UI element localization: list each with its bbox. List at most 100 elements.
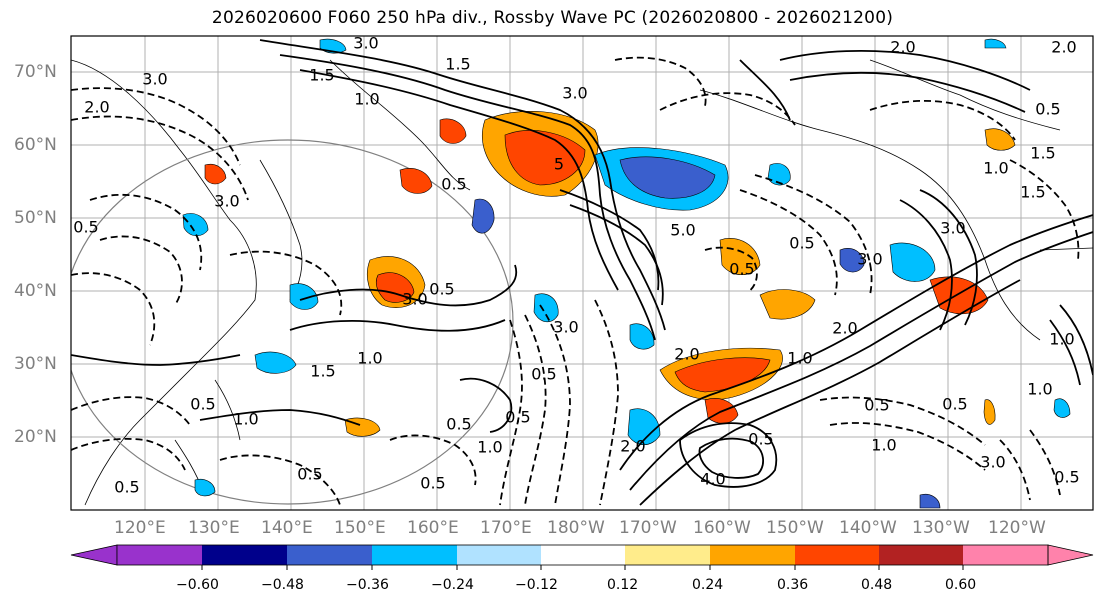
contour-label: 1.0 — [477, 438, 502, 457]
contour-label: 0.5 — [789, 234, 814, 253]
colorbar-segment — [710, 545, 795, 565]
contour-label: 1.5 — [445, 55, 470, 74]
contour-label: 0.5 — [1054, 468, 1079, 487]
contour-label: 1.0 — [1049, 330, 1074, 349]
colorbar-tick-label: −0.24 — [431, 577, 474, 593]
divergence-shading — [182, 38, 1071, 509]
colorbar-tick-label: −0.12 — [515, 577, 558, 593]
colorbar-segment — [457, 545, 541, 565]
lat-label-60n: 60°N — [14, 135, 57, 155]
contour-label: 0.5 — [441, 175, 466, 194]
contour-label: 1.0 — [233, 410, 258, 429]
lat-label-40n: 40°N — [14, 281, 57, 301]
contour-label: 3.0 — [940, 219, 965, 238]
contour-label: 1.5 — [1030, 144, 1055, 163]
lon-label: 130°W — [912, 518, 970, 538]
lon-label: 130°E — [188, 518, 240, 538]
colorbar-max-arrow — [1047, 544, 1094, 566]
contour-label: 3.0 — [142, 70, 167, 89]
lat-label-70n: 70°N — [14, 62, 57, 82]
lon-label: 180°W — [547, 518, 605, 538]
contour-label: 1.0 — [871, 436, 896, 455]
reference-circle — [71, 139, 514, 505]
contour-label: 2.0 — [84, 98, 109, 117]
colorbar-segment — [963, 545, 1048, 565]
lon-label: 140°W — [839, 518, 897, 538]
colorbar-tick-label: −0.36 — [346, 577, 389, 593]
lon-label: 160°W — [693, 518, 751, 538]
colorbar-min-arrow — [70, 544, 118, 566]
lon-label: 120°W — [988, 518, 1046, 538]
contour-label: 3.0 — [353, 34, 378, 53]
contour-label: 2.0 — [674, 345, 699, 364]
map-plot-area — [71, 36, 1093, 510]
colorbar — [70, 544, 1094, 570]
contour-label: 3.0 — [402, 290, 427, 309]
contour-label: 2.0 — [832, 319, 857, 338]
lon-label: 170°W — [619, 518, 677, 538]
colorbar-segment — [625, 545, 710, 565]
contour-label: 0.5 — [420, 474, 445, 493]
contour-label: 1.5 — [309, 66, 334, 85]
lon-label: 150°W — [766, 518, 824, 538]
contour-label: 5 — [554, 155, 564, 174]
contour-label: 1.0 — [354, 90, 379, 109]
lon-label: 140°E — [261, 518, 313, 538]
colorbar-tick-label: 0.36 — [777, 577, 809, 593]
lat-label-30n: 30°N — [14, 354, 57, 374]
colorbar-segment — [795, 545, 879, 565]
dashed-contours — [71, 56, 1080, 506]
contour-label: 0.5 — [114, 478, 139, 497]
contour-label: 2.0 — [890, 38, 915, 57]
contour-label: 3.0 — [562, 84, 587, 103]
contour-label: 5.0 — [670, 221, 695, 240]
contour-label: 0.5 — [190, 395, 215, 414]
colorbar-tick-label: 0.48 — [861, 577, 893, 593]
colorbar-tick-label: 0.24 — [692, 577, 724, 593]
contour-label: 1.5 — [1020, 183, 1045, 202]
contour-label: 0.5 — [531, 365, 556, 384]
colorbar-segment — [541, 545, 625, 565]
colorbar-segment — [117, 545, 202, 565]
contour-label: 0.5 — [429, 280, 454, 299]
lat-label-50n: 50°N — [14, 208, 57, 228]
solid-contours — [71, 39, 1093, 506]
contour-label: 1.5 — [310, 362, 335, 381]
colorbar-segment — [879, 545, 963, 565]
lat-label-20n: 20°N — [14, 427, 57, 447]
contour-label: 0.5 — [748, 430, 773, 449]
contour-label: 0.5 — [1035, 100, 1060, 119]
colorbar-tick-label: 0.60 — [945, 577, 977, 593]
contour-label: 2.0 — [1051, 38, 1076, 57]
contour-label: 3.0 — [553, 318, 578, 337]
colorbar-tick-label: 0.12 — [607, 577, 639, 593]
contour-label: 3.0 — [214, 192, 239, 211]
contour-label: 3.0 — [980, 453, 1005, 472]
contour-labels: 3.0 2.0 3.0 2.0 1.5 1.0 3.0 3.0 2.0 1.5 … — [73, 34, 1079, 497]
colorbar-segment — [287, 545, 372, 565]
colorbar-tick-label: −0.48 — [261, 577, 304, 593]
contour-label: 4.0 — [700, 470, 725, 489]
colorbar-tick-label: −0.60 — [176, 577, 219, 593]
contour-label: 1.0 — [983, 159, 1008, 178]
contour-label: 0.5 — [864, 396, 889, 415]
contour-label: 3.0 — [857, 250, 882, 269]
map-title: 2026020600 F060 250 hPa div., Rossby Wav… — [211, 8, 894, 28]
contour-label: 0.5 — [729, 260, 754, 279]
colorbar-segment — [202, 545, 287, 565]
map-frame — [70, 35, 1094, 511]
contour-label: 0.5 — [73, 218, 98, 237]
coastlines — [71, 59, 1093, 506]
colorbar-segment — [372, 545, 457, 565]
contour-label: 0.5 — [297, 465, 322, 484]
lon-label: 170°E — [480, 518, 532, 538]
lon-label: 150°E — [334, 518, 386, 538]
contour-label: 0.5 — [505, 408, 530, 427]
contour-label: 1.0 — [787, 349, 812, 368]
contour-label: 1.0 — [357, 349, 382, 368]
lon-label: 160°E — [407, 518, 459, 538]
contour-label: 2.0 — [620, 437, 645, 456]
contour-label: 0.5 — [942, 395, 967, 414]
graticule — [71, 36, 1093, 510]
